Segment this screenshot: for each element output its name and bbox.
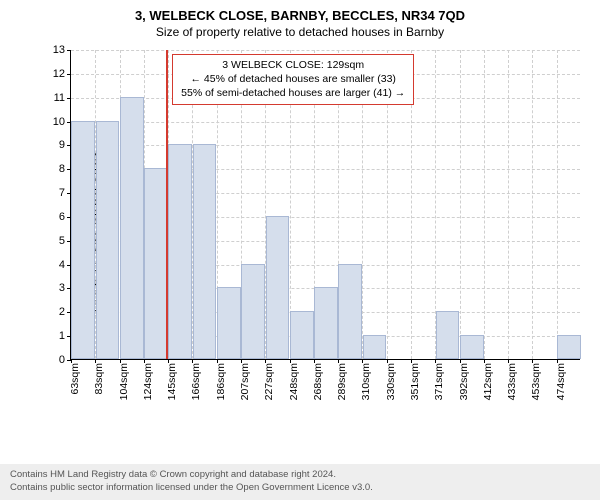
xtick-label: 145sqm: [166, 363, 178, 400]
ytick-label: 9: [59, 139, 71, 151]
gridline-vertical: [484, 50, 485, 359]
xtick-label: 310sqm: [360, 363, 372, 400]
chart-container: Number of detached properties 3 WELBECK …: [50, 50, 580, 420]
xtick-label: 207sqm: [239, 363, 251, 400]
histogram-bar: [120, 97, 144, 359]
gridline-vertical: [508, 50, 509, 359]
annotation-line-1: 3 WELBECK CLOSE: 129sqm: [181, 58, 405, 72]
histogram-bar: [71, 121, 95, 359]
xtick-label: 392sqm: [458, 363, 470, 400]
ytick-label: 2: [59, 306, 71, 318]
annotation-line-2: ← 45% of detached houses are smaller (33…: [181, 72, 405, 86]
xtick-label: 83sqm: [93, 363, 105, 395]
xtick-label: 166sqm: [190, 363, 202, 400]
histogram-bar: [241, 264, 265, 359]
histogram-bar: [290, 311, 314, 359]
reference-line: [166, 50, 168, 359]
histogram-bar: [193, 144, 217, 359]
xtick-label: 330sqm: [385, 363, 397, 400]
ytick-label: 3: [59, 282, 71, 294]
xtick-label: 268sqm: [312, 363, 324, 400]
gridline-vertical: [557, 50, 558, 359]
xtick-label: 289sqm: [336, 363, 348, 400]
ytick-label: 1: [59, 330, 71, 342]
ytick-label: 12: [53, 68, 71, 80]
xtick-label: 186sqm: [215, 363, 227, 400]
gridline-horizontal: [71, 145, 580, 146]
annotation-line-3: 55% of semi-detached houses are larger (…: [181, 86, 405, 100]
plot-area: 3 WELBECK CLOSE: 129sqm ← 45% of detache…: [70, 50, 580, 360]
histogram-bar: [266, 216, 290, 359]
ytick-label: 6: [59, 211, 71, 223]
histogram-bar: [338, 264, 362, 359]
gridline-horizontal: [71, 50, 580, 51]
annotation-box: 3 WELBECK CLOSE: 129sqm ← 45% of detache…: [172, 54, 414, 105]
histogram-bar: [314, 287, 338, 359]
chart-title-main: 3, WELBECK CLOSE, BARNBY, BECCLES, NR34 …: [0, 0, 600, 23]
xtick-label: 371sqm: [433, 363, 445, 400]
histogram-bar: [557, 335, 581, 359]
ytick-label: 5: [59, 235, 71, 247]
ytick-label: 11: [54, 92, 71, 104]
xtick-label: 227sqm: [263, 363, 275, 400]
xtick-label: 412sqm: [482, 363, 494, 400]
ytick-label: 7: [59, 187, 71, 199]
xtick-label: 474sqm: [555, 363, 567, 400]
ytick-label: 13: [53, 44, 71, 56]
histogram-bar: [144, 168, 168, 359]
histogram-bar: [168, 144, 192, 359]
footer-attribution: Contains HM Land Registry data © Crown c…: [0, 464, 600, 500]
ytick-label: 4: [59, 259, 71, 271]
gridline-vertical: [460, 50, 461, 359]
histogram-bar: [460, 335, 484, 359]
histogram-bar: [363, 335, 387, 359]
ytick-label: 10: [53, 116, 71, 128]
xtick-label: 124sqm: [142, 363, 154, 400]
xtick-label: 351sqm: [409, 363, 421, 400]
gridline-vertical: [532, 50, 533, 359]
footer-line-2: Contains public sector information licen…: [10, 482, 590, 494]
histogram-bar: [96, 121, 120, 359]
xtick-label: 453sqm: [530, 363, 542, 400]
gridline-horizontal: [71, 122, 580, 123]
xtick-label: 63sqm: [69, 363, 81, 395]
histogram-bar: [217, 287, 241, 359]
chart-title-sub: Size of property relative to detached ho…: [0, 23, 600, 39]
ytick-label: 8: [59, 163, 71, 175]
footer-line-1: Contains HM Land Registry data © Crown c…: [10, 469, 590, 481]
histogram-bar: [436, 311, 460, 359]
xtick-label: 248sqm: [288, 363, 300, 400]
xtick-label: 104sqm: [118, 363, 130, 400]
xtick-label: 433sqm: [506, 363, 518, 400]
